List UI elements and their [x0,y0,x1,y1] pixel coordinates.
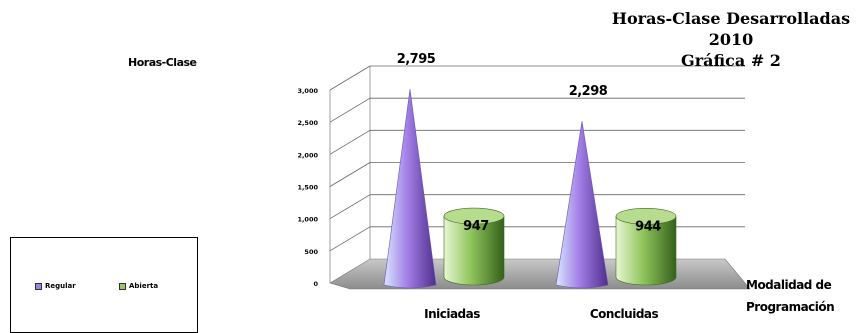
gridline-diagonal [329,65,371,91]
data-marks: Iniciadas Concluidas 2,795 2,298 947 944 [383,52,677,321]
x-axis-title: Modalidad de Programación [746,274,835,318]
gridline-diagonal [329,194,371,220]
cone-concluidas [555,121,609,289]
y-tick-label: 1,500 [297,184,318,192]
y-tick-label: 3,000 [297,87,318,95]
y-tick-label: 500 [304,248,318,256]
y-tick-label: 1,000 [297,216,318,224]
y-tick-label: 2,500 [297,119,318,127]
legend-swatch-abierta [119,282,126,290]
legend-label-abierta: Abierta [129,282,159,290]
cylinder-top [615,207,677,225]
value-label-regular: 2,298 [569,84,608,99]
title-line-3: Gráfica # 2 [681,51,781,70]
y-axis-ticks: 0 500 1,000 1,500 2,000 2,500 3,000 [297,87,318,288]
y-tick-label: 0 [313,280,318,288]
cylinder-top [443,207,505,225]
x-axis-title-line-2: Programación [746,300,835,314]
value-label-regular: 2,795 [397,52,436,67]
x-tick-label: Concluidas [590,307,659,321]
legend: Regular Abierta [10,237,198,333]
x-tick-label: Iniciadas [424,307,480,321]
cone-iniciadas [383,89,437,289]
value-label-abierta: 947 [463,219,489,234]
gridline-diagonal [329,129,371,155]
legend-label-regular: Regular [45,282,76,290]
y-tick-label: 2,000 [297,151,318,159]
chart-title: Horas-Clase Desarrolladas 2010 Gráfica #… [606,8,856,71]
gridline-diagonal [329,97,371,123]
legend-item-regular: Regular [35,282,76,290]
title-line-2: 2010 [708,30,754,49]
gridline-diagonal [329,162,371,187]
value-label-abierta: 944 [635,219,661,234]
title-line-1: Horas-Clase Desarrolladas [611,9,851,28]
cylinder-concluidas [615,215,677,286]
legend-swatch-regular [35,282,42,290]
cylinder-iniciadas [443,215,505,286]
legend-item-abierta: Abierta [119,282,158,290]
y-axis-title: Horas-Clase [128,56,197,69]
gridline-diagonal [329,226,371,252]
x-axis-title-line-1: Modalidad de [746,278,832,292]
